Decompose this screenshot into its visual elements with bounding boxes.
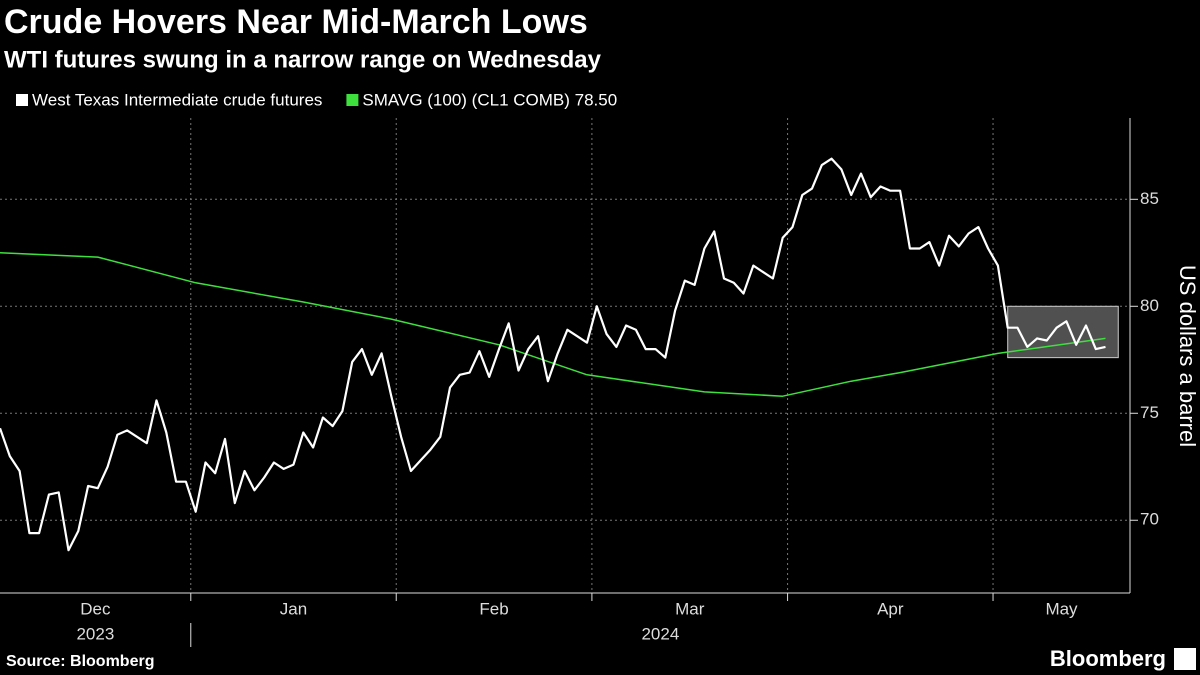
y-tick-label: 75 xyxy=(1140,403,1159,422)
chart-subtitle: WTI futures swung in a narrow range on W… xyxy=(4,46,602,73)
brand: Bloomberg xyxy=(1050,646,1166,671)
x-tick-label: Mar xyxy=(675,599,705,618)
source: Source: Bloomberg xyxy=(6,653,154,670)
year-label: 2023 xyxy=(76,624,114,643)
x-tick-label: Apr xyxy=(877,599,904,618)
legend-label: SMAVG (100) (CL1 COMB) 78.50 xyxy=(362,90,617,109)
x-tick-label: Dec xyxy=(80,599,111,618)
legend-label: West Texas Intermediate crude futures xyxy=(32,90,322,109)
year-label: 2024 xyxy=(641,624,679,643)
brand-icon xyxy=(1174,648,1196,670)
legend-swatch xyxy=(16,94,28,106)
chart-title: Crude Hovers Near Mid-March Lows xyxy=(4,3,588,41)
legend-swatch xyxy=(346,94,359,106)
line-series xyxy=(0,157,1106,552)
x-tick-label: May xyxy=(1045,599,1078,618)
line-series xyxy=(0,252,1106,397)
y-tick-label: 85 xyxy=(1140,189,1159,208)
x-tick-label: Jan xyxy=(280,599,307,618)
y-axis-label: US dollars a barrel xyxy=(1175,265,1200,447)
x-tick-label: Feb xyxy=(479,599,508,618)
y-tick-label: 70 xyxy=(1140,510,1159,529)
y-tick-label: 80 xyxy=(1140,296,1159,315)
